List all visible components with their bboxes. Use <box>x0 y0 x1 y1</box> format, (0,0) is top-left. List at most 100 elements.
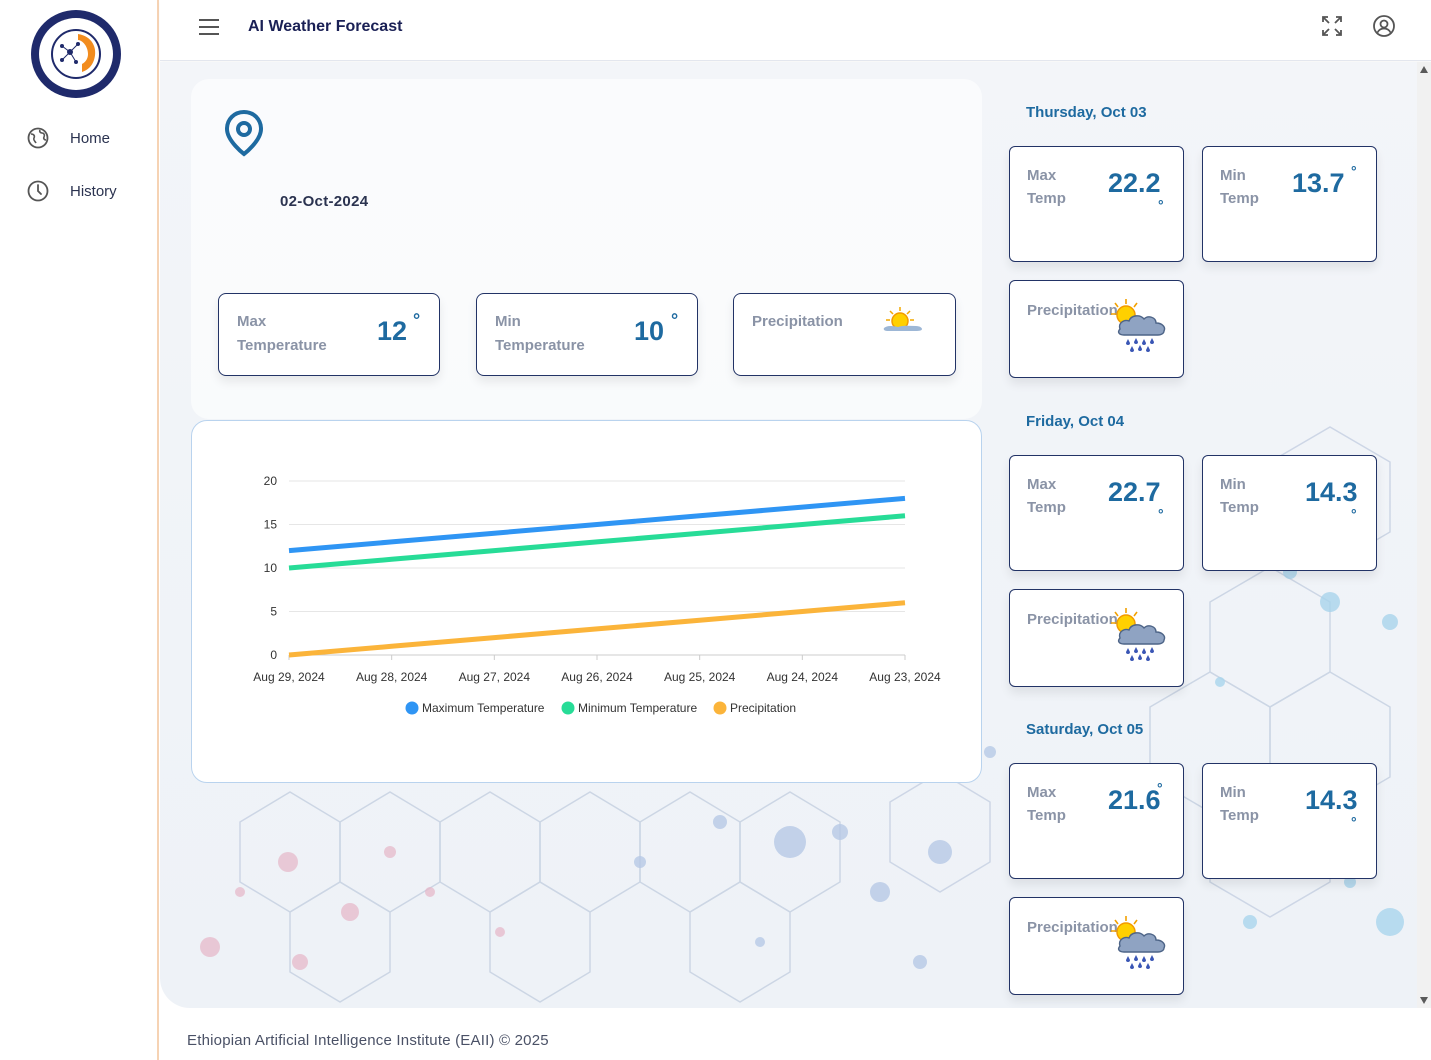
stat-label: Temp <box>1027 807 1066 824</box>
x-tick-label: Aug 27, 2024 <box>459 670 531 684</box>
y-tick-label: 0 <box>270 648 277 662</box>
forecast-day-heading: Friday, Oct 04 <box>1026 413 1125 430</box>
forecast-min-value: 13.7 <box>1292 168 1345 198</box>
sidebar: Home History <box>0 0 159 1060</box>
sun-rain-cloud-icon <box>1111 608 1166 661</box>
hamburger-menu-icon[interactable] <box>197 15 221 39</box>
stat-label: Temp <box>1220 190 1259 207</box>
forecast-max-temp-box: Max Temp 22.2 ° <box>1009 146 1184 262</box>
legend-marker <box>713 701 727 715</box>
footer: Ethiopian Artificial Intelligence Instit… <box>160 1010 1431 1060</box>
y-tick-label: 10 <box>264 561 278 575</box>
forecast-day-heading: Thursday, Oct 03 <box>1026 104 1147 121</box>
footer-copyright: Ethiopian Artificial Intelligence Instit… <box>187 1032 549 1049</box>
stat-label: Temp <box>1027 190 1066 207</box>
forecast-precipitation-box: Precipitation <box>1009 589 1184 687</box>
forecast-precipitation-box: Precipitation <box>1009 897 1184 995</box>
globe-icon <box>27 127 49 149</box>
x-tick-label: Aug 23, 2024 <box>869 670 941 684</box>
stat-label: Temp <box>1027 499 1066 516</box>
y-tick-label: 15 <box>264 518 278 532</box>
stat-label: Min <box>1220 476 1246 493</box>
user-account-icon[interactable] <box>1372 14 1396 38</box>
today-weather-card: 02-Oct-2024 Max Temperature 12 ° Min Tem… <box>191 79 982 419</box>
stat-label: Precipitation <box>1027 919 1118 936</box>
y-tick-label: 5 <box>270 605 277 619</box>
forecast-max-temp-box: Max Temp 22.7 ° <box>1009 455 1184 571</box>
clock-icon <box>27 180 49 202</box>
forecast-min-temp-box: Min Temp 14.3 ° <box>1202 455 1377 571</box>
stat-label: Temperature <box>237 337 327 354</box>
forecast-min-temp-box: Min Temp 14.3 ° <box>1202 763 1377 879</box>
location-pin-icon[interactable] <box>223 109 265 157</box>
max-temperature-value: 12 <box>377 316 408 346</box>
stat-label: Max <box>1027 784 1057 801</box>
today-precipitation-box: Precipitation <box>733 293 956 376</box>
stat-label: Min <box>1220 784 1246 801</box>
series-line-2 <box>288 600 906 658</box>
brain-network-icon <box>51 29 101 79</box>
today-max-temperature-box: Max Temperature 12 ° <box>218 293 440 376</box>
forecast-day-heading: Saturday, Oct 05 <box>1026 721 1144 738</box>
degree-symbol: ° <box>671 310 679 330</box>
temperature-line-chart: 0 5 10 15 20 Aug 29, 2024 Aug 28, 2024 Aug 27, … <box>253 474 941 715</box>
fullscreen-icon[interactable] <box>1320 14 1344 38</box>
stat-label: Precipitation <box>752 313 843 330</box>
scroll-up-arrow[interactable] <box>1420 66 1428 73</box>
stat-label: Max <box>1027 167 1057 184</box>
sidebar-item-history[interactable]: History <box>26 179 117 203</box>
sidebar-item-label: History <box>70 182 117 200</box>
legend-marker <box>405 701 419 715</box>
sunny-cloud-icon <box>883 307 922 331</box>
stat-label: Temperature <box>495 337 585 354</box>
x-tick-label: Aug 24, 2024 <box>767 670 839 684</box>
legend-label: Maximum Temperature <box>422 701 545 715</box>
degree-symbol: ° <box>1351 814 1357 830</box>
app-title: AI Weather Forecast <box>248 18 403 35</box>
eaii-logo[interactable] <box>31 10 121 98</box>
stat-label: Max <box>237 313 267 330</box>
stat-label: Min <box>495 313 521 330</box>
y-tick-label: 20 <box>264 474 278 488</box>
forecast-precipitation-box: Precipitation <box>1009 280 1184 378</box>
forecast-max-value: 22.7 <box>1108 477 1161 507</box>
degree-symbol: ° <box>1158 506 1164 522</box>
min-temperature-value: 10 <box>634 316 665 346</box>
stat-label: Min <box>1220 167 1246 184</box>
stat-label: Max <box>1027 476 1057 493</box>
degree-symbol: ° <box>413 310 421 330</box>
x-tick-label: Aug 29, 2024 <box>253 670 325 684</box>
x-tick-label: Aug 28, 2024 <box>356 670 428 684</box>
history-chart-card: 0 5 10 15 20 Aug 29, 2024 Aug 28, 2024 Aug 27, … <box>191 420 982 783</box>
x-tick-label: Aug 26, 2024 <box>561 670 633 684</box>
stat-label: Temp <box>1220 499 1259 516</box>
forecast-max-value: 21.6 <box>1108 785 1161 815</box>
forecast-min-value: 14.3 <box>1305 785 1358 815</box>
degree-symbol: ° <box>1351 163 1357 179</box>
main-content: 02-Oct-2024 Max Temperature 12 ° Min Tem… <box>160 62 1417 1008</box>
stat-label: Temp <box>1220 807 1259 824</box>
degree-symbol: ° <box>1157 780 1163 796</box>
forecast-max-temp-box: Max Temp 21.6 ° <box>1009 763 1184 879</box>
top-bar: AI Weather Forecast <box>160 0 1431 61</box>
today-min-temperature-box: Min Temperature 10 ° <box>476 293 698 376</box>
legend-label: Minimum Temperature <box>578 701 697 715</box>
sun-rain-cloud-icon <box>1111 299 1166 352</box>
forecast-min-value: 14.3 <box>1305 477 1358 507</box>
degree-symbol: ° <box>1158 197 1164 213</box>
degree-symbol: ° <box>1351 506 1357 522</box>
sidebar-item-home[interactable]: Home <box>26 126 110 150</box>
series-line-1 <box>288 513 906 571</box>
legend-marker <box>561 701 575 715</box>
sidebar-item-label: Home <box>70 129 111 147</box>
x-tick-label: Aug 25, 2024 <box>664 670 736 684</box>
forecast-max-value: 22.2 <box>1108 168 1161 198</box>
scroll-down-arrow[interactable] <box>1420 997 1428 1004</box>
stat-label: Precipitation <box>1027 302 1118 319</box>
today-date: 02-Oct-2024 <box>280 193 369 210</box>
series-line-0 <box>288 495 906 554</box>
sun-rain-cloud-icon <box>1111 916 1166 969</box>
legend-label: Precipitation <box>730 701 796 715</box>
forecast-min-temp-box: Min Temp 13.7 ° <box>1202 146 1377 262</box>
vertical-scrollbar[interactable] <box>1417 62 1431 1008</box>
